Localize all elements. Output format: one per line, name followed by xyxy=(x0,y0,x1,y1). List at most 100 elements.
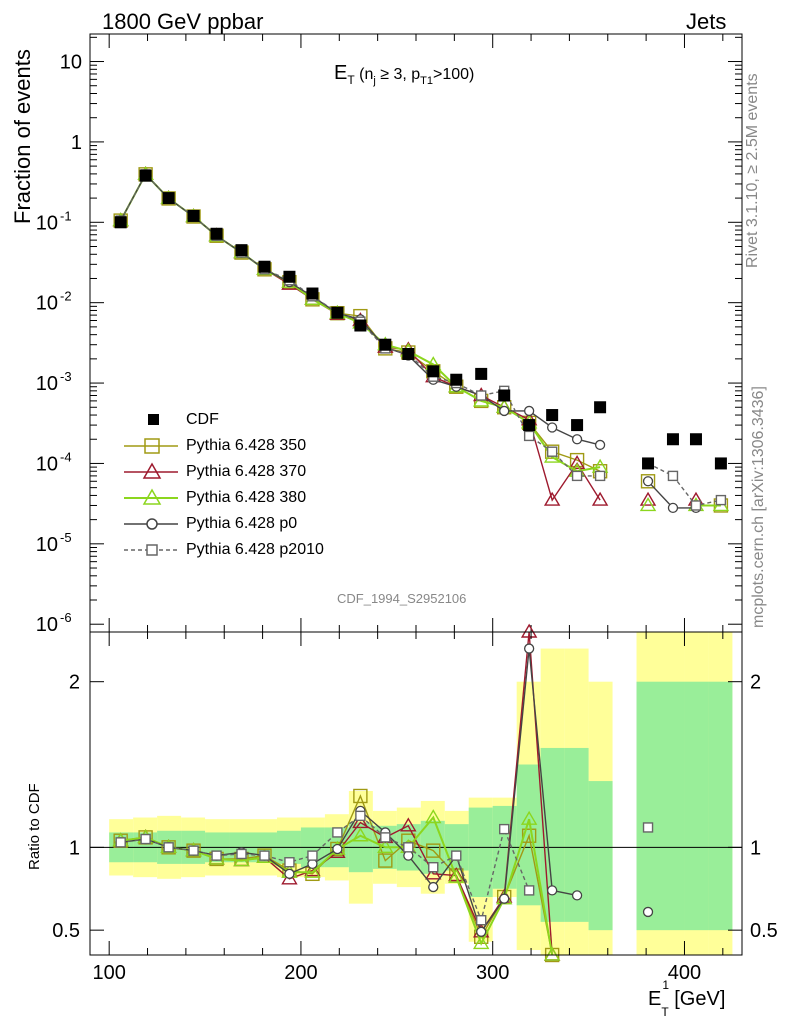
cdf-point-24 xyxy=(689,433,702,446)
ratio-series-2-marker-18 xyxy=(543,946,561,961)
y-tick-label-5: 10 xyxy=(36,453,58,475)
cdf-point-12 xyxy=(402,347,415,360)
y-tick-exp-3: -2 xyxy=(60,289,72,304)
ratio-series-1-marker-17 xyxy=(520,623,538,638)
legend-marker-p0 xyxy=(124,518,178,530)
band-green-23 xyxy=(660,681,685,931)
y-tick-exp-2: -1 xyxy=(60,208,72,223)
band-green-17 xyxy=(516,764,541,906)
ratio-series-0-marker-17 xyxy=(521,828,537,843)
series-4-marker-19 xyxy=(571,470,583,482)
y-tick-label-6: 10 xyxy=(36,534,58,556)
ratio-y-tick-label-right-2: 2 xyxy=(750,672,761,694)
cdf-point-11 xyxy=(379,338,392,351)
y-tick-exp-4: -3 xyxy=(60,369,72,384)
ratio-series-3-marker-22 xyxy=(642,906,654,918)
ratio-series-4-marker-1 xyxy=(140,833,151,845)
series-4-marker-17 xyxy=(523,430,535,442)
ratio-series-2-marker-11 xyxy=(377,838,394,854)
y-tick-label-2: 10 xyxy=(36,212,58,234)
ratio-series-1-marker-14 xyxy=(448,867,465,882)
ratio-series-1-marker-12 xyxy=(400,817,417,832)
analysis-watermark: CDF_1994_S2952106 xyxy=(337,591,467,606)
ratio-series-2-marker-5 xyxy=(233,852,250,867)
ratio-series-3-marker-13 xyxy=(428,881,439,893)
series-0-line xyxy=(121,174,721,505)
ratio-series-2-marker-14 xyxy=(448,868,465,883)
x-tick-label-1: 200 xyxy=(284,962,317,984)
ratio-series-3-marker-15 xyxy=(476,926,487,937)
ratio-y-tick-label-0: 0.5 xyxy=(52,920,80,942)
series-3-marker-17 xyxy=(523,405,535,417)
ratio-series-4-marker-9 xyxy=(332,827,343,838)
legend-marker-370 xyxy=(124,462,178,479)
series-1-marker-18 xyxy=(543,491,561,506)
series-4-marker-25 xyxy=(715,494,727,506)
cdf-point-7 xyxy=(283,270,296,283)
ratio-series-1-marker-13 xyxy=(425,865,442,880)
plot-title: ET (nj ≥ 3, pT1>100) xyxy=(334,62,475,87)
series-3-marker-19 xyxy=(571,434,583,445)
series-4-marker-23 xyxy=(667,470,679,482)
y-tick-label-0: 10 xyxy=(60,52,82,74)
ratio-series-4-marker-13 xyxy=(428,862,439,873)
energy-label: 1800 GeV ppbar xyxy=(102,9,264,34)
series-3-marker-16 xyxy=(499,405,510,417)
ratio-series-4-marker-14 xyxy=(451,850,462,861)
cdf-point-15 xyxy=(475,367,488,380)
ratio-series-0-marker-11 xyxy=(378,853,393,868)
band-green-22 xyxy=(636,681,661,931)
mcplots-label: mcplots.cern.ch [arXiv:1306.3436] xyxy=(750,386,767,628)
series-4-line xyxy=(120,173,722,507)
legend-label-370: Pythia 6.428 370 xyxy=(186,463,307,480)
cdf-point-22 xyxy=(642,457,655,470)
ratio-series-2-marker-8 xyxy=(304,863,321,878)
ratio-series-4-marker-16 xyxy=(499,823,510,835)
series-1-marker-22 xyxy=(639,491,657,506)
y-tick-exp-5: -4 xyxy=(60,449,72,464)
ratio-series-4-marker-3 xyxy=(188,845,199,856)
ratio-series-4-marker-10 xyxy=(355,810,366,822)
ratio-y-tick-label-2: 2 xyxy=(69,672,80,694)
ratio-series-4-marker-2 xyxy=(163,842,174,853)
rivet-label: Rivet 3.1.10, ≥ 2.5M events xyxy=(744,73,761,268)
legend-marker-350 xyxy=(124,438,178,454)
y-tick-exp-7: -6 xyxy=(60,610,72,625)
series-3-marker-20 xyxy=(594,439,606,451)
cdf-point-25 xyxy=(714,457,727,470)
band-green-15 xyxy=(468,807,493,898)
ratio-y-tick-label-1: 1 xyxy=(69,837,80,859)
y-tick-label-4: 10 xyxy=(36,373,58,395)
y-axis-label: Fraction of events xyxy=(10,49,35,224)
band-green-25 xyxy=(708,681,733,931)
ratio-series-3-marker-7 xyxy=(284,868,295,879)
ratio-series-4-marker-15 xyxy=(476,915,487,926)
ratio-series-4-marker-4 xyxy=(211,850,222,861)
cdf-point-2 xyxy=(162,192,175,205)
band-green-24 xyxy=(684,681,709,931)
legend-label-p0: Pythia 6.428 p0 xyxy=(186,515,298,532)
cdf-point-4 xyxy=(210,227,223,240)
cdf-point-10 xyxy=(354,319,367,332)
ratio-series-0-marker-10 xyxy=(353,788,368,804)
ratio-series-3-marker-19 xyxy=(571,890,583,901)
series-3-marker-23 xyxy=(667,502,679,514)
cdf-point-14 xyxy=(450,373,463,386)
series-0-marker-22 xyxy=(640,474,656,489)
ratio-series-3-marker-18 xyxy=(547,885,558,896)
y-tick-label-3: 10 xyxy=(36,293,58,315)
ratio-series-3-marker-16 xyxy=(499,893,510,904)
cdf-point-19 xyxy=(571,419,584,432)
series-4-marker-20 xyxy=(594,470,606,482)
ratio-series-4-marker-5 xyxy=(236,848,247,860)
ratio-y-tick-label-right-0: 0.5 xyxy=(750,920,778,942)
cdf-point-20 xyxy=(594,401,607,414)
series-1-marker-20 xyxy=(591,491,609,506)
series-4-marker-24 xyxy=(690,500,702,511)
cdf-point-18 xyxy=(546,409,559,422)
cdf-point-0 xyxy=(114,216,127,229)
series-2-marker-22 xyxy=(639,497,657,512)
series-3-line xyxy=(120,173,696,509)
y-tick-label-1: 1 xyxy=(71,132,82,154)
